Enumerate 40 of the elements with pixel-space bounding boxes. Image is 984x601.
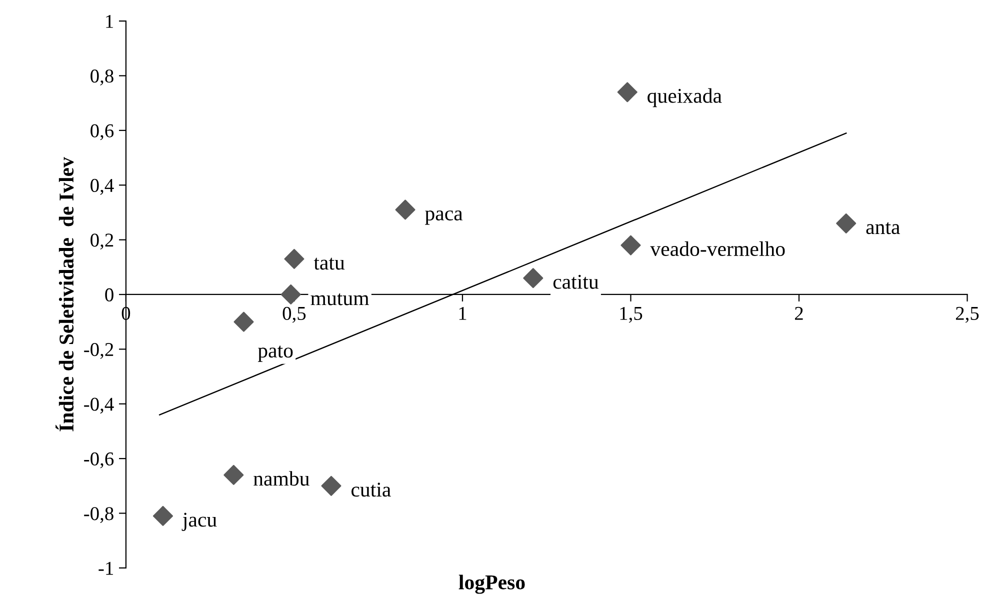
y-tick-label: -0,4 [84, 398, 114, 414]
y-tick-label: -0,6 [84, 452, 114, 468]
x-tick-label: 2 [795, 306, 803, 320]
point [224, 464, 244, 485]
point [234, 312, 254, 332]
annotation: veado-vermelho [650, 241, 785, 256]
x-tick-label: 2,5 [956, 306, 979, 323]
point [284, 248, 304, 269]
y-tick-label: 0,8 [90, 70, 114, 86]
x-tick-label: 0,5 [282, 306, 306, 323]
y-tick-label: 0,6 [90, 124, 114, 140]
annotation: queixada [648, 88, 722, 108]
point [620, 235, 641, 256]
annotation: tatu [314, 258, 345, 270]
y-tick-label: -1 [98, 562, 113, 575]
point [152, 506, 173, 526]
annotation: pato [258, 346, 293, 362]
point [395, 200, 416, 220]
x-tick-label: 1 [459, 306, 466, 320]
annotation: mutum [310, 293, 369, 306]
annotation: anta [866, 222, 900, 234]
annotation: cutia [351, 482, 391, 497]
annotation: nambu [254, 471, 310, 486]
annotation: paca [425, 210, 463, 225]
y-tick-label: -0,2 [84, 342, 114, 359]
y-tick-label: 0,4 [90, 178, 114, 195]
x-axis-title: logPeso [458, 574, 525, 594]
point [321, 476, 342, 496]
point [523, 268, 544, 288]
annotation: catitu [553, 274, 599, 289]
point [280, 284, 301, 304]
y-tick-label: 0 [105, 288, 114, 302]
y-tick-label: 1 [106, 14, 113, 28]
y-tick-label: -0,8 [84, 507, 114, 523]
point [836, 213, 856, 234]
y-tick-label: 0,2 [90, 234, 114, 250]
point [617, 82, 638, 102]
y-axis-title: Índice de Seletividade de Ivlev [56, 157, 74, 432]
annotation: jacu [182, 512, 217, 531]
x-tick-label: 1,5 [620, 306, 642, 323]
